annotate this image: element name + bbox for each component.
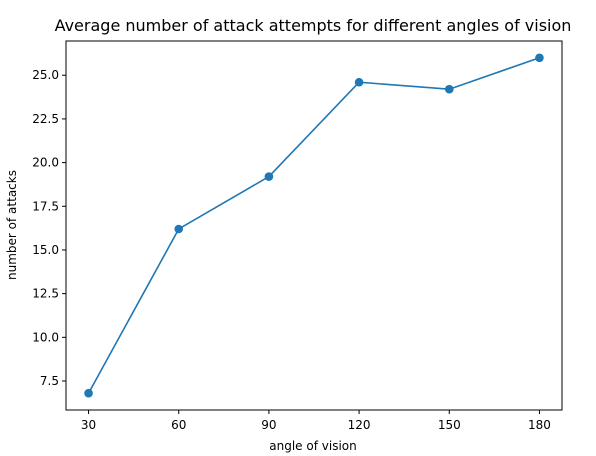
y-tick-label: 10.0 xyxy=(32,330,59,344)
x-axis-title: angle of vision xyxy=(269,439,356,453)
series-line xyxy=(87,57,540,394)
plot-frame xyxy=(65,40,563,411)
data-point xyxy=(535,53,544,63)
y-tick-label: 17.5 xyxy=(32,199,59,213)
x-tick-label: 60 xyxy=(171,418,186,432)
chart-title: Average number of attack attempts for di… xyxy=(55,16,572,35)
y-axis-title: number of attacks xyxy=(5,170,19,280)
y-tick-label: 22.5 xyxy=(32,112,59,126)
data-point xyxy=(444,84,454,94)
plot-area: 30 60 90 120 150 180 7.5 10.0 12.5 15.0 17.5 20.0 22… xyxy=(32,40,563,432)
y-tick-label: 25.0 xyxy=(32,68,59,82)
x-tick-label: 30 xyxy=(81,418,96,432)
y-tick-label: 15.0 xyxy=(32,243,59,257)
y-tick-label: 20.0 xyxy=(32,156,59,170)
x-tick-label: 90 xyxy=(261,418,276,432)
data-point xyxy=(264,172,274,181)
y-tick-label: 7.5 xyxy=(40,374,59,388)
y-tick-label: 12.5 xyxy=(32,287,59,301)
data-point xyxy=(174,224,184,234)
x-tick-label: 120 xyxy=(348,418,371,432)
data-point xyxy=(84,388,93,398)
x-tick-label: 180 xyxy=(528,418,551,432)
x-tick-label: 150 xyxy=(438,418,461,432)
data-point xyxy=(354,77,364,87)
